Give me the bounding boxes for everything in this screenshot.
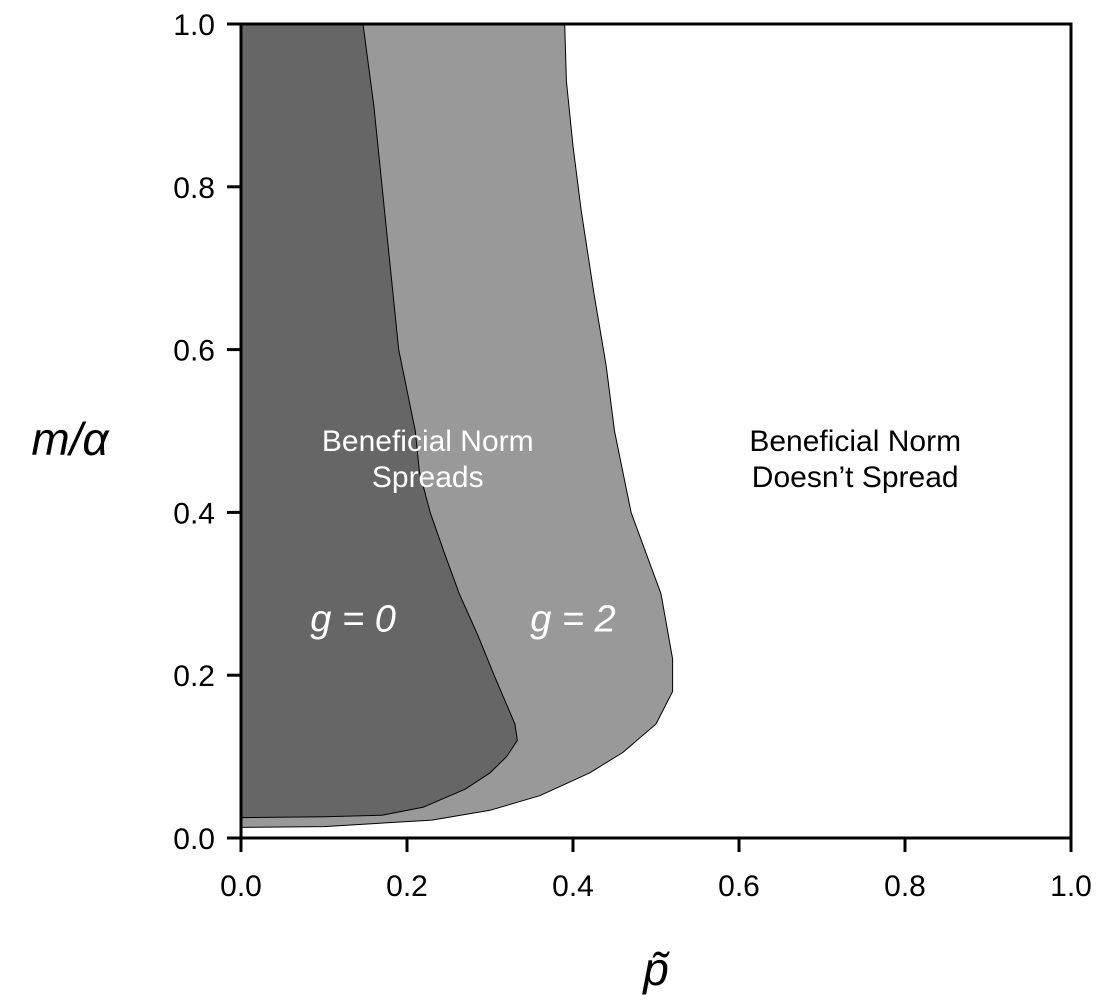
- annotation-g2: g = 2: [530, 599, 616, 641]
- axes-frame: [239, 22, 1073, 840]
- annotation-g0: g = 0: [310, 599, 396, 641]
- x-tick-label: 1.0: [1050, 870, 1092, 903]
- x-axis-label: p̃: [641, 943, 670, 995]
- annotation-spreads: Beneficial Norm Spreads: [322, 425, 534, 494]
- y-axis-label: m/α: [31, 413, 110, 465]
- y-tick-label: 0.4: [173, 497, 215, 530]
- annotation-not-spread: Beneficial Norm Doesn’t Spread: [749, 425, 961, 494]
- y-axis-ticks: 0.0 0.2 0.4 0.6 0.8 1.0: [173, 9, 241, 856]
- region-g0: [240, 23, 518, 819]
- x-tick-label: 0.4: [552, 870, 594, 903]
- y-tick-label: 0.2: [173, 660, 215, 693]
- x-tick-label: 0.0: [220, 870, 262, 903]
- y-tick-label: 1.0: [173, 9, 215, 42]
- x-tick-label: 0.2: [386, 870, 428, 903]
- region-layer: [240, 23, 674, 828]
- y-tick-label: 0.0: [173, 823, 215, 856]
- x-tick-label: 0.6: [718, 870, 760, 903]
- plot-border: [239, 22, 1073, 840]
- x-axis-ticks: 0.0 0.2 0.4 0.6 0.8 1.0: [220, 838, 1092, 903]
- y-tick-label: 0.6: [173, 335, 215, 368]
- annotation-layer: Beneficial Norm Spreads Beneficial Norm Doe…: [310, 425, 961, 641]
- x-tick-label: 0.8: [884, 870, 926, 903]
- y-tick-label: 0.8: [173, 172, 215, 205]
